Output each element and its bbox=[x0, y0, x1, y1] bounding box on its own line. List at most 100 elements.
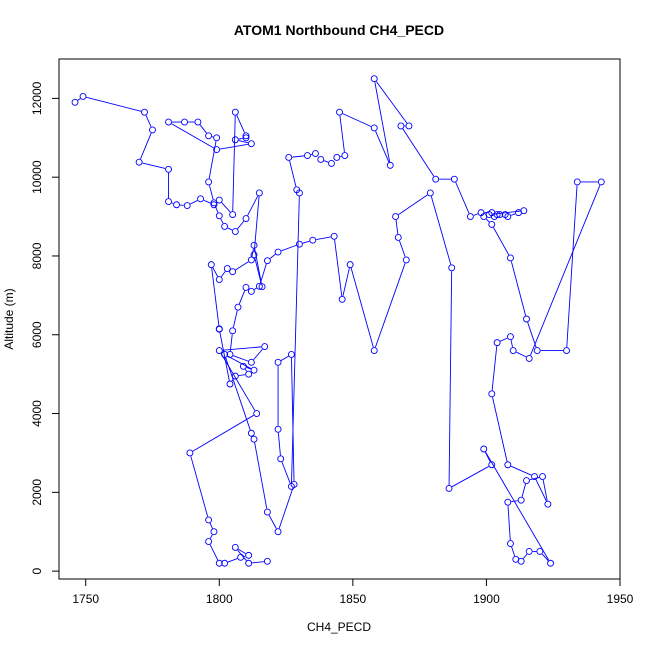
series-segment bbox=[221, 202, 231, 213]
data-point bbox=[245, 551, 253, 559]
data-point bbox=[274, 358, 282, 366]
data-point bbox=[432, 175, 440, 183]
data-point bbox=[210, 201, 218, 209]
data-point bbox=[448, 264, 456, 272]
series-segment bbox=[171, 202, 174, 204]
series-segment bbox=[510, 213, 516, 216]
data-point bbox=[544, 500, 552, 508]
series-segment bbox=[86, 96, 142, 112]
data-point bbox=[539, 473, 546, 481]
series-segment bbox=[535, 479, 547, 502]
series-segment bbox=[485, 451, 550, 561]
data-point bbox=[392, 213, 400, 221]
data-point bbox=[426, 189, 434, 197]
series-segment bbox=[342, 267, 350, 296]
data-point bbox=[466, 213, 474, 221]
series-segment bbox=[244, 368, 248, 372]
data-point bbox=[247, 429, 255, 437]
series-segment bbox=[238, 374, 246, 377]
data-point bbox=[493, 339, 501, 347]
series-segment bbox=[259, 263, 267, 284]
series-layer bbox=[71, 75, 605, 567]
series-segment bbox=[251, 248, 254, 257]
series-segment bbox=[484, 451, 491, 462]
y-tick-label: 6000 bbox=[30, 321, 44, 348]
x-tick-label: 1850 bbox=[340, 592, 367, 606]
y-tick-label: 2000 bbox=[30, 479, 44, 506]
series-segment bbox=[375, 81, 408, 124]
data-point bbox=[509, 347, 517, 354]
data-point bbox=[237, 553, 245, 561]
series-segment bbox=[227, 355, 252, 369]
y-tick-label: 0 bbox=[30, 567, 44, 574]
data-point bbox=[183, 202, 191, 209]
data-point bbox=[370, 75, 378, 83]
data-point bbox=[338, 295, 346, 303]
y-tick-label: 10000 bbox=[30, 160, 44, 194]
series-segment bbox=[203, 199, 211, 204]
data-point bbox=[525, 354, 533, 362]
data-point bbox=[210, 199, 218, 207]
series-segment bbox=[566, 185, 578, 348]
data-point bbox=[504, 213, 512, 221]
data-point bbox=[263, 557, 271, 565]
data-point bbox=[250, 366, 258, 374]
series-segment bbox=[278, 487, 294, 529]
data-point bbox=[215, 212, 223, 220]
data-point bbox=[247, 358, 255, 366]
series-segment bbox=[232, 115, 236, 212]
data-point bbox=[520, 207, 528, 215]
data-point bbox=[573, 178, 581, 186]
series-segment bbox=[398, 194, 428, 215]
data-point bbox=[205, 516, 213, 524]
series-segment bbox=[473, 213, 478, 216]
series-segment bbox=[516, 351, 527, 358]
series-segment bbox=[199, 124, 207, 134]
series-segment bbox=[190, 456, 209, 517]
series-segment bbox=[237, 220, 245, 230]
x-tick-label: 1800 bbox=[206, 592, 233, 606]
series-segment bbox=[342, 113, 372, 127]
data-point bbox=[317, 156, 325, 163]
series-segment bbox=[238, 290, 246, 305]
data-point bbox=[231, 228, 239, 235]
series-segment bbox=[212, 267, 219, 277]
y-tick-label: 12000 bbox=[30, 81, 44, 115]
data-point bbox=[71, 98, 79, 106]
data-point bbox=[480, 213, 488, 221]
data-point bbox=[394, 234, 402, 241]
series-segment bbox=[530, 184, 601, 356]
data-point bbox=[274, 528, 282, 536]
data-point bbox=[253, 410, 261, 417]
series-segment bbox=[254, 442, 268, 509]
data-point bbox=[525, 547, 533, 555]
data-point bbox=[229, 268, 237, 276]
data-point bbox=[231, 136, 239, 144]
data-point bbox=[205, 132, 213, 140]
data-point bbox=[303, 152, 311, 159]
data-point bbox=[221, 351, 229, 358]
series-segment bbox=[227, 558, 238, 563]
data-point bbox=[293, 186, 301, 194]
series-segment bbox=[142, 162, 166, 169]
axes: 1750 1800 1850 1900 1950 0 2000 4000 6000 8000 100… bbox=[30, 81, 634, 606]
data-point bbox=[226, 351, 234, 358]
data-point bbox=[488, 221, 496, 228]
data-point bbox=[173, 201, 180, 209]
series-segment bbox=[222, 346, 262, 351]
series-segment bbox=[291, 357, 295, 481]
series-segment bbox=[334, 239, 343, 296]
series-segment bbox=[455, 182, 470, 214]
data-point bbox=[210, 528, 218, 536]
series-segment bbox=[451, 466, 489, 488]
data-point bbox=[141, 108, 148, 116]
data-point bbox=[205, 178, 213, 186]
series-segment bbox=[253, 348, 263, 360]
data-point bbox=[263, 257, 271, 265]
series-segment bbox=[323, 160, 329, 163]
data-point bbox=[205, 538, 213, 546]
series-segment bbox=[289, 160, 297, 187]
series-segment bbox=[374, 263, 406, 348]
series-segment bbox=[280, 355, 289, 361]
